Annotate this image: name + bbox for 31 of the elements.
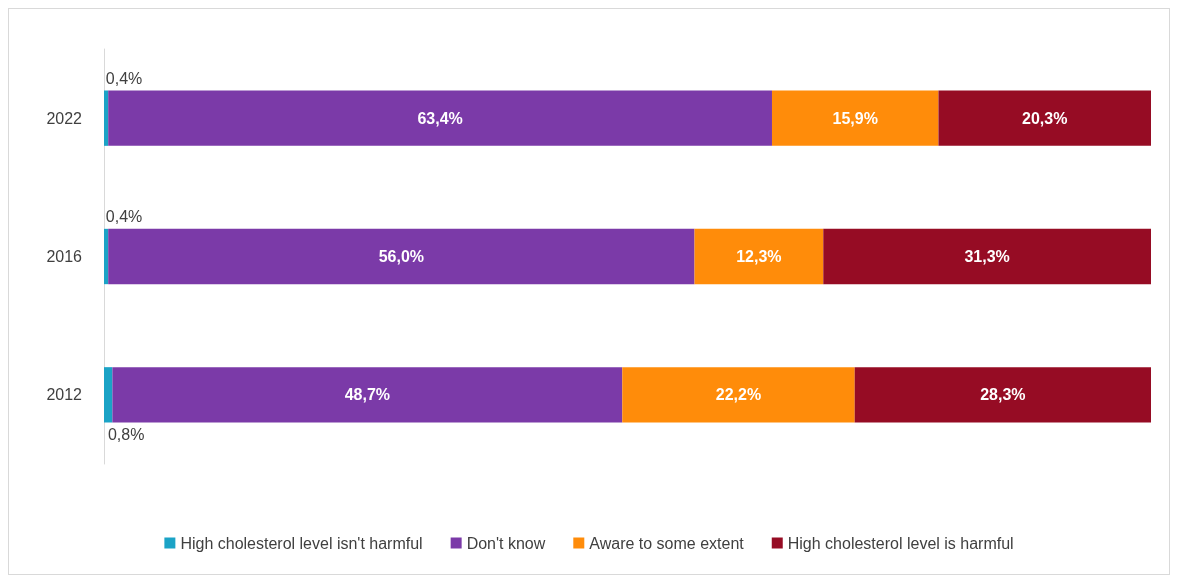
data-label: 0,8% (107, 426, 145, 443)
bar (108, 90, 772, 146)
bar (622, 367, 855, 423)
y-tick-label: 2012 (46, 386, 83, 404)
data-label: 28,3% (980, 386, 1026, 404)
data-label: 31,3% (964, 248, 1010, 265)
data-label: 12,3% (736, 248, 782, 265)
legend-label: Aware to some extent (589, 534, 745, 552)
bar (104, 228, 109, 285)
bar (823, 228, 1151, 285)
data-label: 63,4% (417, 109, 463, 127)
bar (104, 90, 109, 146)
bar (938, 90, 1151, 146)
bar (112, 367, 623, 423)
y-tick-label: 2016 (46, 248, 83, 265)
legend-label: High cholesterol level is harmful (787, 534, 1014, 552)
bar (104, 367, 113, 423)
data-label: 0,4% (105, 208, 143, 226)
data-label: 15,9% (832, 109, 878, 127)
bar (694, 228, 824, 285)
bar (771, 90, 939, 146)
data-label: 48,7% (344, 386, 391, 404)
legend-label: Don't know (466, 534, 546, 552)
data-label: 56,0% (378, 248, 425, 265)
legend-label: High cholesterol level isn't harmful (180, 534, 423, 552)
bar (108, 228, 695, 285)
data-label: 22,2% (715, 386, 762, 404)
bar (854, 367, 1151, 423)
y-tick-label: 2022 (46, 109, 83, 127)
data-label: 20,3% (1022, 109, 1068, 127)
data-label: 0,4% (105, 70, 143, 87)
